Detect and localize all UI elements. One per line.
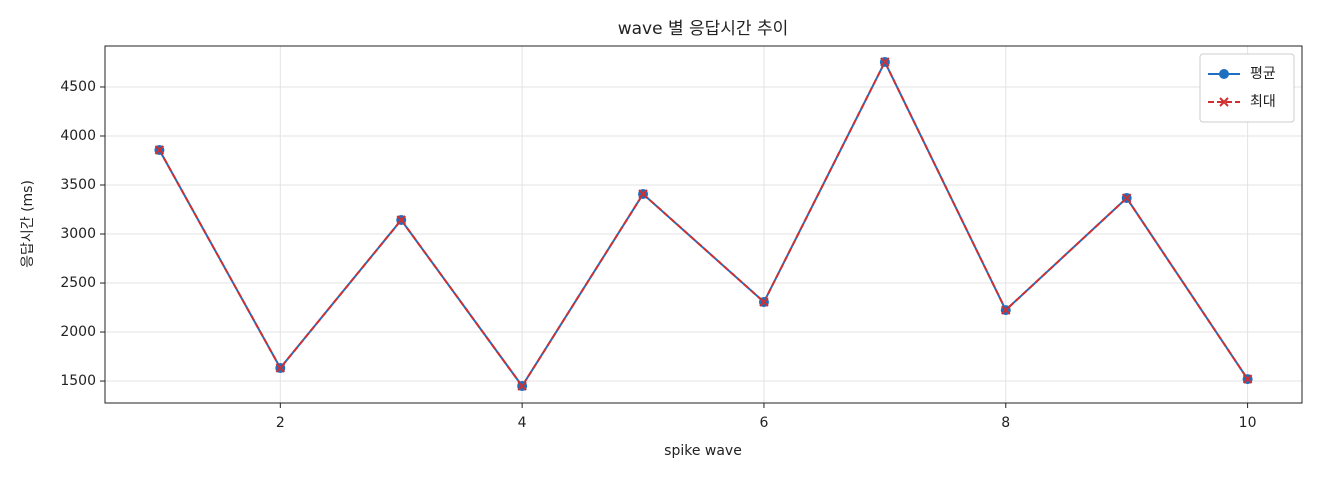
series-line [158,59,1249,388]
x-tick-label: 6 [759,415,768,431]
data-point [1242,374,1253,384]
y-tick-label: 3500 [60,177,96,193]
data-point [517,381,527,391]
legend-label: 평균 [1250,66,1276,82]
y-tick-label: 4500 [60,79,96,95]
data-point [638,189,648,199]
y-axis-label: 응답시간 (ms) [20,180,36,268]
x-tick-label: 4 [518,415,527,431]
legend-marker [1219,97,1229,107]
y-tick-label: 2500 [60,275,96,291]
data-point [1001,305,1011,315]
legend-box [1199,53,1295,123]
y-tick-label: 4000 [60,128,96,144]
y-tick-label: 3000 [60,226,96,242]
series-line [158,59,1249,388]
chart-title: wave 별 응답시간 추이 [618,19,789,39]
x-tick-label: 2 [276,415,285,431]
legend-label: 최대 [1250,94,1276,110]
data-point [880,57,890,67]
data-point [275,363,286,373]
data-point [759,297,769,307]
legend-marker [1219,69,1229,79]
data-point [154,145,165,155]
data-point [396,215,406,225]
x-tick-label: 10 [1239,415,1257,431]
y-tick-label: 2000 [60,324,96,340]
data-point [1121,193,1132,203]
y-tick-label: 1500 [60,373,96,389]
x-axis-label: spike wave [664,443,742,459]
x-tick-label: 8 [1001,415,1010,431]
plot-frame [104,45,1303,404]
